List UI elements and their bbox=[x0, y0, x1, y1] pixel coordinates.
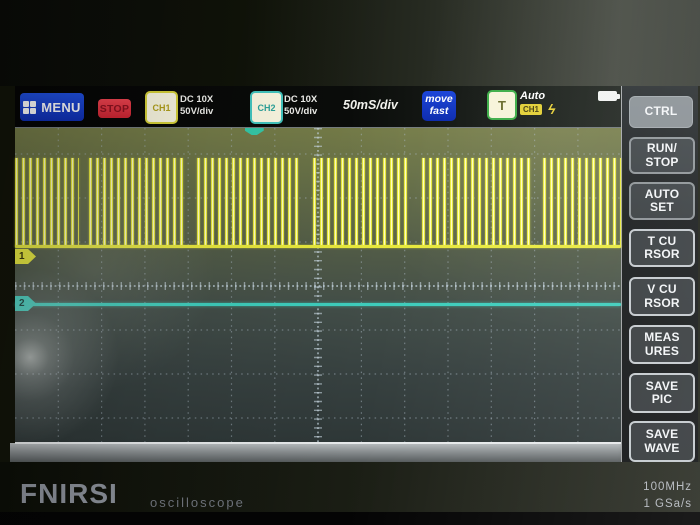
t-cursor-button[interactable]: T CU RSOR bbox=[629, 229, 695, 267]
lightning-icon: ϟ bbox=[548, 101, 556, 117]
ch1-burst bbox=[313, 158, 412, 247]
ch2-trace bbox=[15, 303, 621, 306]
ch2-settings[interactable]: DC 10X 50V/div bbox=[284, 94, 317, 118]
product-label: oscilloscope bbox=[150, 495, 245, 510]
menu-button[interactable]: MENU bbox=[20, 93, 84, 121]
side-button-column: CTRL RUN/ STOP AUTO SET T CU RSOR V CU R… bbox=[621, 86, 698, 462]
ch1-scale: 50V/div bbox=[180, 105, 214, 117]
trigger-badge[interactable]: T bbox=[487, 90, 517, 120]
menu-grid-icon bbox=[23, 100, 37, 114]
stop-button[interactable]: STOP bbox=[98, 99, 131, 118]
screen-edge-strip bbox=[10, 443, 697, 462]
brand-logo: FNIRSI bbox=[20, 478, 118, 509]
photo-background bbox=[0, 512, 700, 525]
ch1-baseline bbox=[15, 245, 621, 248]
battery-icon bbox=[598, 91, 620, 101]
ch1-burst bbox=[15, 158, 79, 247]
bezel-top bbox=[0, 0, 700, 86]
ctrl-button[interactable]: CTRL bbox=[629, 96, 693, 128]
ch1-badge[interactable]: CH1 bbox=[145, 91, 178, 124]
save-wave-button[interactable]: SAVE WAVE bbox=[629, 421, 695, 462]
spec-text: 100MHz 1 GSa/s bbox=[643, 481, 692, 510]
measures-button[interactable]: MEAS URES bbox=[629, 325, 695, 364]
ch2-scale: 50V/div bbox=[284, 105, 318, 117]
save-pic-button[interactable]: SAVE PIC bbox=[629, 373, 695, 413]
top-toolbar: MENU STOP CH1 DC 10X 50V/div CH2 DC 10X … bbox=[15, 86, 621, 127]
bezel-right bbox=[697, 86, 700, 462]
ch1-coupling: DC 10X bbox=[180, 94, 214, 105]
timebase-readout[interactable]: 50mS/div bbox=[343, 98, 398, 112]
ch1-burst bbox=[543, 158, 621, 247]
v-cursor-button[interactable]: V CU RSOR bbox=[629, 277, 695, 316]
ch2-coupling: DC 10X bbox=[284, 94, 318, 105]
ch1-burst bbox=[422, 158, 532, 247]
waveform-display[interactable]: 1 2 bbox=[15, 127, 621, 444]
auto-set-button[interactable]: AUTO SET bbox=[629, 182, 695, 220]
ch1-burst bbox=[196, 158, 302, 247]
ch1-settings[interactable]: DC 10X 50V/div bbox=[180, 94, 213, 118]
move-fast-button[interactable]: move fast bbox=[422, 91, 456, 121]
ch1-burst bbox=[88, 158, 184, 247]
move-label: move bbox=[425, 93, 453, 106]
bezel-left bbox=[0, 86, 15, 462]
run-stop-button[interactable]: RUN/ STOP bbox=[629, 137, 695, 174]
ch2-badge[interactable]: CH2 bbox=[250, 91, 283, 124]
menu-label: MENU bbox=[41, 99, 81, 115]
fast-label: fast bbox=[429, 105, 449, 117]
ch1-trace bbox=[15, 158, 621, 247]
trigger-mode: Auto bbox=[520, 90, 546, 102]
trigger-source-badge[interactable]: CH1 bbox=[520, 104, 543, 115]
